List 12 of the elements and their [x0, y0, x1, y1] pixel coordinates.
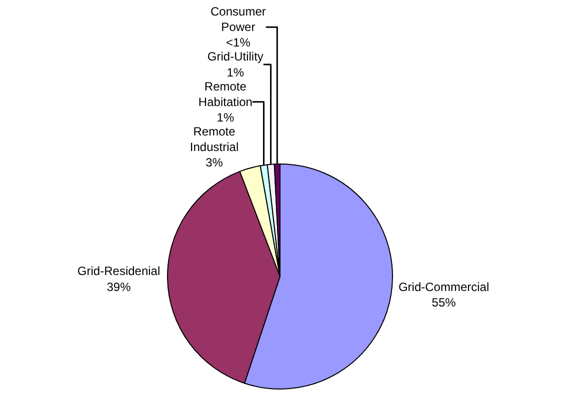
- slice-label: Grid-Residenial: [77, 264, 160, 278]
- slice-label: Grid-Utility: [207, 50, 264, 64]
- slice-label: Remote Habitation: [198, 79, 252, 109]
- slice-label: Consumer Power: [210, 4, 266, 34]
- data-label: 55%: [432, 296, 456, 310]
- slice-label: Remote Industrial: [190, 124, 239, 154]
- data-label: 3%: [206, 156, 224, 170]
- data-label: 1%: [226, 65, 244, 80]
- slice-label: Grid-Commercial: [398, 280, 490, 294]
- data-label: <1%: [226, 36, 251, 50]
- data-label: 39%: [106, 280, 132, 294]
- data-label: 1%: [216, 110, 234, 125]
